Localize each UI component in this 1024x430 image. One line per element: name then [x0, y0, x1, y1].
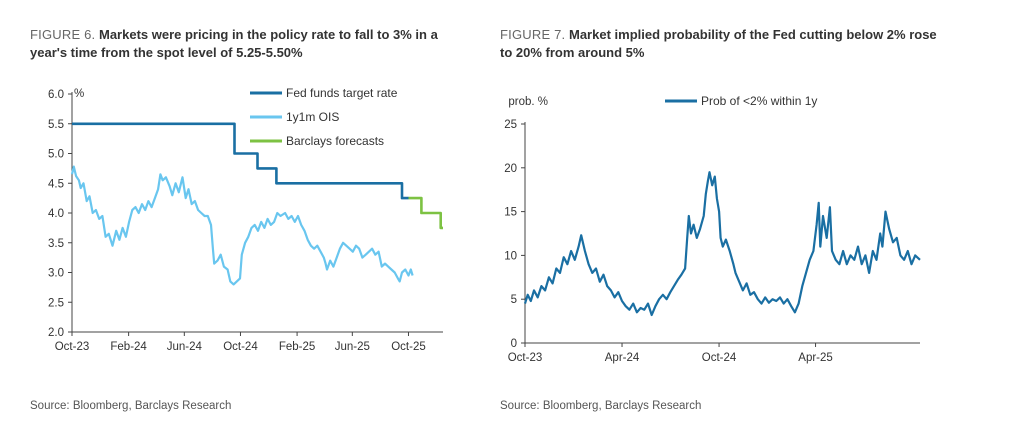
- figure-6-x-tick-label: Feb-25: [279, 341, 315, 353]
- figure-6-x-tick-label: Oct-23: [55, 341, 90, 353]
- figure-6-series-barclays-forecasts: [408, 196, 443, 230]
- figure-6-x-tick-label: Feb-24: [110, 341, 147, 353]
- figure-6-source: Source: Bloomberg, Barclays Research: [30, 400, 232, 412]
- figure-6-y-unit-label: %: [74, 88, 84, 100]
- figure-7-title-text: Market implied probability of the Fed cu…: [500, 27, 937, 60]
- figure-7-y-unit-label: prob. %: [508, 96, 548, 108]
- figure-6-y-tick-label: 5.5: [48, 119, 64, 131]
- figure-7-y-tick-label: 10: [504, 250, 517, 262]
- figure-7-y-tick-label: 25: [504, 119, 517, 131]
- figure-6-y-tick-label: 6.0: [48, 89, 64, 101]
- figure-6-y-tick-label: 3.5: [48, 238, 64, 250]
- figure-7-number: FIGURE 7.: [500, 27, 566, 42]
- figure-7-legend-label-prob-of-2-within-1y: Prob of <2% within 1y: [701, 94, 817, 108]
- figure-6-title: FIGURE 6. Markets were pricing in the po…: [30, 26, 470, 62]
- figure-6-y-tick-label: 4.0: [48, 208, 64, 220]
- figure-6-series-1y1m-ois: [70, 165, 414, 286]
- figure-6-panel: FIGURE 6. Markets were pricing in the po…: [0, 0, 500, 430]
- figure-7-x-tick-label: Apr-25: [798, 352, 833, 364]
- figure-7-y-tick-label: 0: [511, 338, 517, 350]
- figure-7-title: FIGURE 7. Market implied probability of …: [500, 26, 940, 62]
- figure-6-x-tick-label: Oct-25: [391, 341, 426, 353]
- figure-6-y-tick-label: 2.5: [48, 297, 64, 309]
- figure-7-chart: 0 5 10 15 20 25 prob. % Oct-23 Apr-24 Oct-24 Apr-2…: [504, 94, 921, 364]
- figure-6-title-text: Markets were pricing in the policy rate …: [30, 27, 438, 60]
- figure-6-x-tick-label: Jun-24: [167, 341, 203, 353]
- figure-6-legend-label-1y1m-ois: 1y1m OIS: [286, 110, 339, 124]
- figure-6-y-tick-label: 2.0: [48, 327, 64, 339]
- figure-7-source: Source: Bloomberg, Barclays Research: [500, 400, 702, 412]
- figure-7-x-tick-label: Oct-24: [702, 352, 737, 364]
- figure-7-panel: FIGURE 7. Market implied probability of …: [490, 0, 1024, 430]
- figure-7-y-tick-label: 5: [511, 294, 517, 306]
- figure-6-x-tick-label: Jun-25: [335, 341, 370, 353]
- figure-6-number: FIGURE 6.: [30, 27, 96, 42]
- figure-7-series-prob-of-2-within-1y: [523, 171, 921, 317]
- figure-7-y-tick-label: 15: [504, 207, 517, 219]
- figure-7-x-tick-label: Apr-24: [605, 352, 640, 364]
- figure-6-x-tick-label: Oct-24: [223, 341, 258, 353]
- figure-6-y-tick-label: 3.0: [48, 268, 64, 280]
- figure-6-y-tick-label: 5.0: [48, 149, 64, 161]
- figure-6-legend-label-fed-funds-target-rate: Fed funds target rate: [286, 86, 398, 100]
- figure-7-y-tick-label: 20: [504, 163, 517, 175]
- figure-6-y-tick-label: 4.5: [48, 178, 64, 190]
- figure-6-series-fed-funds-target-rate: [72, 122, 409, 200]
- figure-6-legend-label-barclays-forecasts: Barclays forecasts: [286, 134, 384, 148]
- figure-7-x-tick-label: Oct-23: [508, 352, 543, 364]
- figure-6-chart: 2.0 2.5 3.0 3.5 4.0 4.5 5.0 5.5 6.0 % Oct-23 Feb-24…: [48, 86, 443, 353]
